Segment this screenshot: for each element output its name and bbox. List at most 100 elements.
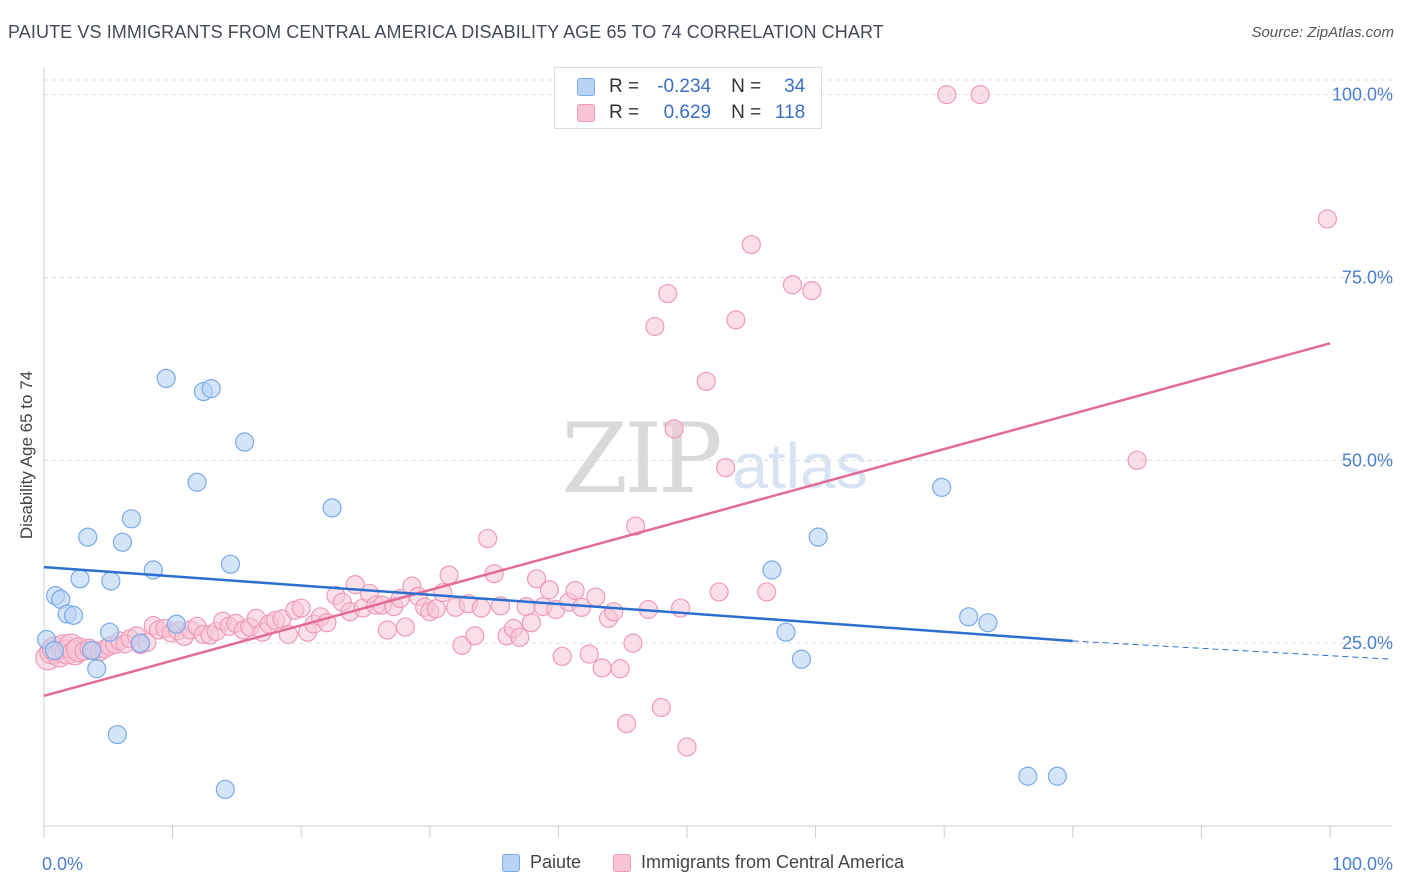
chart-title: PAIUTE VS IMMIGRANTS FROM CENTRAL AMERIC… xyxy=(8,22,884,42)
data-point-cam xyxy=(937,85,957,105)
data-point-paiute xyxy=(130,633,151,653)
data-point-cam xyxy=(715,458,736,478)
data-point-cam xyxy=(696,371,716,391)
data-point-cam xyxy=(970,85,990,105)
data-point-paiute xyxy=(112,532,133,552)
watermark: ZIP atlas xyxy=(561,403,867,515)
cam-legend-swatch xyxy=(612,853,631,872)
n-label: N = xyxy=(731,76,762,97)
data-point-cam xyxy=(471,598,491,618)
cam-points xyxy=(35,85,1338,757)
data-point-paiute xyxy=(78,527,98,547)
watermark-zip: ZIP xyxy=(561,403,720,515)
data-point-cam xyxy=(782,275,803,295)
paiute-r-value: -0.234 xyxy=(657,76,712,97)
trend-line-paiute xyxy=(43,565,1073,643)
n-label: N = xyxy=(731,102,762,123)
data-point-cam xyxy=(439,565,459,585)
legend-item-paiute: Paiute xyxy=(501,852,581,873)
data-point-paiute xyxy=(81,640,102,661)
data-point-cam xyxy=(521,613,541,633)
r-label: R = xyxy=(609,102,640,123)
data-point-paiute xyxy=(101,571,121,591)
data-point-cam xyxy=(604,602,624,622)
tick-labels: 25.0% 50.0% 75.0% 100.0% 0.0% 100.0% xyxy=(42,85,1393,874)
data-point-paiute xyxy=(201,379,221,399)
data-point-cam xyxy=(565,580,585,601)
data-point-cam xyxy=(592,658,612,678)
trend-line-paiute-extension xyxy=(1072,640,1393,660)
trend-line-cam xyxy=(43,342,1331,698)
data-point-paiute xyxy=(322,498,342,518)
data-point-cam xyxy=(658,283,678,304)
data-point-paiute xyxy=(156,368,176,388)
data-point-cam xyxy=(1127,450,1147,470)
y-tick-label: 25.0% xyxy=(1342,633,1393,653)
bottom-legend: Paiute Immigrants from Central America xyxy=(0,852,1406,873)
legend-item-cam: Immigrants from Central America xyxy=(612,852,905,873)
data-point-cam xyxy=(579,644,599,664)
data-point-paiute xyxy=(166,614,187,634)
y-tick-label: 100.0% xyxy=(1332,85,1393,105)
data-point-cam xyxy=(465,626,485,646)
data-point-paiute xyxy=(932,477,952,497)
data-point-cam xyxy=(757,582,777,602)
stats-legend: R = -0.234 N = 34 R = 0.629 N = 118 xyxy=(554,67,822,129)
data-point-cam xyxy=(709,582,729,602)
axes xyxy=(43,68,1392,838)
x-tick-label-max: 100.0% xyxy=(1332,854,1393,874)
data-point-paiute xyxy=(70,569,90,589)
data-point-paiute xyxy=(978,613,998,633)
paiute-swatch xyxy=(577,78,595,96)
data-point-cam xyxy=(610,659,630,679)
data-point-cam xyxy=(741,234,761,255)
grid xyxy=(44,79,1392,644)
paiute-legend-swatch xyxy=(501,853,520,872)
data-point-cam xyxy=(539,580,559,600)
data-point-cam xyxy=(802,281,822,301)
data-point-cam xyxy=(726,310,746,330)
data-point-cam xyxy=(586,587,606,607)
data-point-cam xyxy=(645,316,665,337)
data-point-paiute xyxy=(776,622,796,642)
data-point-paiute xyxy=(63,605,84,625)
data-point-paiute xyxy=(44,640,64,661)
stats-row-cam: R = 0.629 N = 118 xyxy=(577,102,805,124)
data-point-cam xyxy=(452,635,472,655)
data-point-cam xyxy=(291,598,311,618)
data-point-paiute xyxy=(791,649,812,669)
data-point-paiute xyxy=(99,622,120,642)
data-point-paiute xyxy=(959,607,979,627)
data-point-paiute xyxy=(187,472,207,492)
legend-label-paiute: Paiute xyxy=(529,852,581,872)
trend-lines xyxy=(43,342,1393,698)
data-point-cam xyxy=(623,633,643,653)
data-point-cam xyxy=(478,528,498,549)
data-point-cam xyxy=(651,697,671,718)
cam-r-value: 0.629 xyxy=(663,102,712,123)
data-point-cam xyxy=(1317,209,1338,229)
y-tick-label: 50.0% xyxy=(1342,450,1393,470)
data-point-paiute xyxy=(762,560,782,580)
data-point-paiute xyxy=(215,779,235,800)
data-point-paiute xyxy=(235,432,255,452)
data-point-cam xyxy=(526,569,547,589)
data-point-cam xyxy=(677,737,697,757)
legend-label-cam: Immigrants from Central America xyxy=(640,852,905,872)
data-point-paiute xyxy=(107,724,127,745)
data-point-cam xyxy=(625,516,646,536)
paiute-points xyxy=(36,368,1067,800)
data-point-cam xyxy=(616,714,637,734)
r-label: R = xyxy=(609,76,640,97)
x-tick-label-min: 0.0% xyxy=(42,854,83,874)
source-label: Source: ZipAtlas.com xyxy=(1251,24,1394,41)
data-point-paiute xyxy=(220,554,241,574)
data-point-cam xyxy=(377,620,397,640)
data-point-paiute xyxy=(87,659,107,679)
data-point-cam xyxy=(395,617,415,637)
cam-swatch xyxy=(577,104,595,122)
data-point-paiute xyxy=(121,509,142,529)
cam-n-value: 118 xyxy=(774,102,806,123)
watermark-atlas: atlas xyxy=(732,430,867,502)
data-point-cam xyxy=(552,646,572,666)
